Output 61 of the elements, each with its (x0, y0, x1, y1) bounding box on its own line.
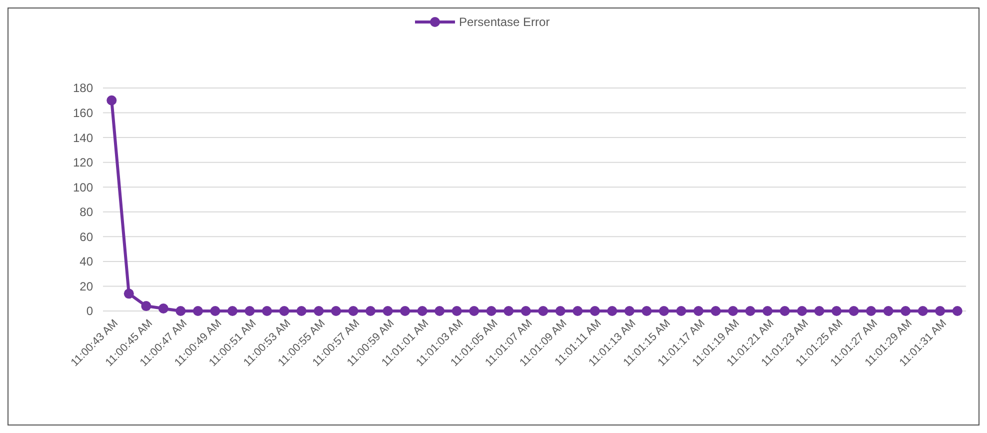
point (417, 306, 428, 316)
point (883, 306, 894, 316)
point (814, 306, 824, 316)
y-tick-label: 140 (72, 130, 94, 145)
point (607, 306, 618, 316)
point (676, 306, 686, 316)
y-tick-label: 80 (80, 205, 94, 220)
point (244, 306, 255, 316)
point (762, 306, 773, 316)
point (538, 306, 548, 316)
point (952, 306, 962, 316)
point (745, 306, 756, 316)
point (141, 301, 152, 312)
y-tick-label: 120 (72, 156, 94, 170)
point (331, 306, 342, 316)
point (710, 306, 721, 316)
point (452, 306, 462, 316)
point (434, 306, 445, 316)
y-tick-label: 180 (72, 81, 94, 96)
point (624, 306, 634, 316)
point (227, 306, 238, 316)
y-tick-label: 100 (72, 180, 94, 194)
y-tick-label: 20 (80, 279, 94, 294)
point (366, 306, 376, 316)
point (158, 304, 168, 314)
point (469, 306, 480, 316)
point (642, 306, 652, 316)
point (918, 306, 928, 316)
point (124, 288, 134, 299)
point (486, 306, 496, 316)
point (106, 95, 117, 106)
point (382, 306, 393, 316)
y-tick-label: 60 (80, 230, 94, 244)
legend-label: Persentase Error (459, 15, 550, 30)
point (693, 306, 704, 316)
point (866, 306, 876, 316)
point (555, 306, 566, 316)
point (279, 306, 290, 316)
point (900, 306, 911, 316)
y-tick-label: 40 (80, 254, 94, 269)
point (848, 306, 859, 316)
point (780, 306, 790, 316)
point (797, 306, 808, 316)
point (314, 306, 324, 316)
point (296, 306, 306, 316)
y-tick-label: 160 (72, 106, 94, 120)
point (728, 306, 738, 316)
y-tick-label: 0 (86, 304, 94, 318)
point (400, 306, 410, 316)
point (192, 306, 203, 316)
point (176, 306, 186, 316)
point (520, 306, 531, 316)
point (572, 306, 583, 316)
point (348, 306, 358, 316)
point (210, 306, 220, 316)
point (262, 306, 272, 316)
point (935, 306, 946, 316)
point (658, 306, 669, 316)
point (590, 306, 600, 316)
point (504, 306, 514, 316)
point (832, 306, 842, 316)
